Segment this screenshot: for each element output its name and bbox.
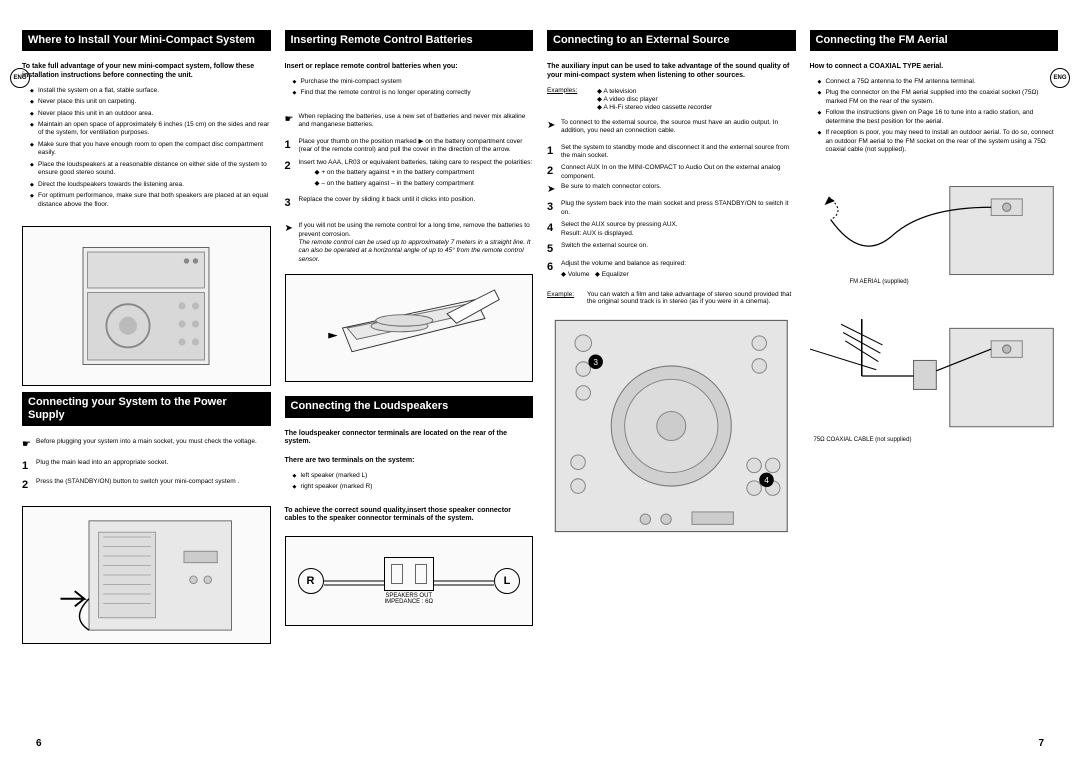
bullet: Direct the loudspeakers towards the list… xyxy=(30,181,271,189)
bullet: Make sure that you have enough room to o… xyxy=(30,141,271,158)
step: 6 Adjust the volume and balance as requi… xyxy=(547,260,796,279)
bullet: For optimum performance, make sure that … xyxy=(30,192,271,209)
hand-icon: ☛ xyxy=(22,438,36,451)
wire-r-icon xyxy=(324,571,384,591)
install-intro: To take full advantage of your new mini-… xyxy=(22,63,271,81)
fm-coax-illustration xyxy=(810,311,1059,441)
batt-when: Purchase the mini-compact system Find th… xyxy=(285,78,534,101)
figure-speaker-terminals: R SPEAKERS OUT IMPEDANCE : 6Ω L xyxy=(285,536,534,626)
heading-loudspeakers: Connecting the Loudspeakers xyxy=(285,396,534,417)
hand-icon: ☛ xyxy=(285,113,299,126)
bullet: Place the loudspeakers at a reasonable d… xyxy=(30,161,271,178)
eng-badge-left: ENG xyxy=(10,68,30,88)
step: 2Press the (STANDBY/ON) button to switch… xyxy=(22,478,271,492)
step: 2 Insert two AAA, LR03 or equivalent bat… xyxy=(285,159,534,192)
heading-install: Where to Install Your Mini-Compact Syste… xyxy=(22,30,271,51)
col-1: Where to Install Your Mini-Compact Syste… xyxy=(22,30,271,730)
page-number-left: 6 xyxy=(36,738,42,749)
bullet: Follow the instructions given on Page 16… xyxy=(818,109,1059,126)
columns: Where to Install Your Mini-Compact Syste… xyxy=(22,30,1058,730)
step: 4Select the AUX source by pressing AUX. … xyxy=(547,221,796,238)
col-2: Inserting Remote Control Batteries Inser… xyxy=(285,30,534,730)
step: 3Plug the system back into the main sock… xyxy=(547,200,796,217)
bullet: Maintain an open space of approximately … xyxy=(30,121,271,138)
terminal-block: SPEAKERS OUT IMPEDANCE : 6Ω xyxy=(384,557,434,605)
install-bullets: Install the system on a flat, stable sur… xyxy=(22,87,271,212)
wire-l-icon xyxy=(434,571,494,591)
ls-intro1: The loudspeaker connector terminals are … xyxy=(285,430,534,448)
power-steps: 1Plug the main lead into an appropriate … xyxy=(22,459,271,496)
page-number-right: 7 xyxy=(1038,738,1044,749)
step: 5Switch the external source on. xyxy=(547,242,796,256)
bullet: Purchase the mini-compact system xyxy=(293,78,534,86)
col-4: Connecting the FM Aerial How to connect … xyxy=(810,30,1059,730)
figure-rear-panel: 3 4 xyxy=(547,311,796,541)
bullet: Find that the remote control is no longe… xyxy=(293,89,534,97)
fm-fig2-label: 75Ω COAXIAL CABLE (not supplied) xyxy=(814,437,912,443)
system-front-illustration xyxy=(56,236,236,376)
rear-panel-illustration: 3 4 xyxy=(547,311,796,541)
figure-system-front xyxy=(22,226,271,386)
step: 1Place your thumb on the position marked… xyxy=(285,138,534,155)
ls-intro2: There are two terminals on the system: xyxy=(285,457,534,466)
fm-bullets: Connect a 75Ω antenna to the FM antenna … xyxy=(810,78,1059,158)
manual-page-spread: ENG ENG Where to Install Your Mini-Compa… xyxy=(0,0,1080,763)
arrow-icon: ➤ xyxy=(285,222,299,235)
bullet: If reception is poor, you may need to in… xyxy=(818,129,1059,154)
step: 3Replace the cover by sliding it back un… xyxy=(285,196,534,210)
svg-text:4: 4 xyxy=(764,476,769,485)
bullet: Connect a 75Ω antenna to the FM antenna … xyxy=(818,78,1059,86)
speaker-r-circle: R xyxy=(298,568,324,594)
figure-fm-coax: 75Ω COAXIAL CABLE (not supplied) xyxy=(810,311,1059,441)
batt-note1-text: When replacing the batteries, use a new … xyxy=(299,113,534,130)
ext-example2: Example: You can watch a film and take a… xyxy=(547,291,796,305)
bullet: Install the system on a flat, stable sur… xyxy=(30,87,271,95)
step: 2 Connect AUX In on the MINI-COMPACT to … xyxy=(547,164,796,196)
ls-bullets: left speaker (marked L) right speaker (m… xyxy=(285,472,534,495)
bullet: Plug the connector on the FM aerial supp… xyxy=(818,89,1059,106)
step: 1Set the system to standby mode and disc… xyxy=(547,144,796,161)
batt-steps: 1Place your thumb on the position marked… xyxy=(285,138,534,214)
batt-intro: Insert or replace remote control batteri… xyxy=(285,63,534,72)
bullet: left speaker (marked L) xyxy=(293,472,534,480)
arrow-icon: ➤ xyxy=(547,183,561,196)
heading-fm: Connecting the FM Aerial xyxy=(810,30,1059,51)
bullet: Never place this unit on carpeting. xyxy=(30,98,271,106)
speaker-l-circle: L xyxy=(494,568,520,594)
ext-note1: ➤ To connect to the external source, the… xyxy=(547,119,796,136)
fm-supplied-illustration xyxy=(810,175,1059,285)
power-note: ☛ Before plugging your system into a mai… xyxy=(22,438,271,451)
heading-external: Connecting to an External Source xyxy=(547,30,796,51)
arrow-icon: ➤ xyxy=(547,119,561,132)
ext-intro: The auxiliary input can be used to take … xyxy=(547,63,796,81)
fm-intro: How to connect a COAXIAL TYPE aerial. xyxy=(810,63,1059,72)
fm-fig1-label: FM AERIAL (supplied) xyxy=(850,279,909,285)
bullet: right speaker (marked R) xyxy=(293,483,534,491)
col-3: Connecting to an External Source The aux… xyxy=(547,30,796,730)
heading-batteries: Inserting Remote Control Batteries xyxy=(285,30,534,51)
figure-remote-batteries xyxy=(285,274,534,382)
svg-text:3: 3 xyxy=(593,358,598,367)
power-note-text: Before plugging your system into a main … xyxy=(36,438,257,446)
system-rear-illustration xyxy=(51,512,241,638)
step: 1Plug the main lead into an appropriate … xyxy=(22,459,271,473)
ext-steps: 1Set the system to standby mode and disc… xyxy=(547,144,796,284)
remote-battery-illustration xyxy=(314,278,504,378)
ls-intro3: To achieve the correct sound quality,ins… xyxy=(285,507,534,525)
figure-fm-supplied: FM AERIAL (supplied) xyxy=(810,175,1059,285)
ext-examples: Examples: ◆ A television ◆ A video disc … xyxy=(547,87,796,111)
batt-note1: ☛ When replacing the batteries, use a ne… xyxy=(285,113,534,130)
figure-system-rear xyxy=(22,506,271,644)
bullet: Never place this unit in an outdoor area… xyxy=(30,110,271,118)
heading-power: Connecting your System to the Power Supp… xyxy=(22,392,271,426)
batt-note2: ➤ If you will not be using the remote co… xyxy=(285,222,534,264)
